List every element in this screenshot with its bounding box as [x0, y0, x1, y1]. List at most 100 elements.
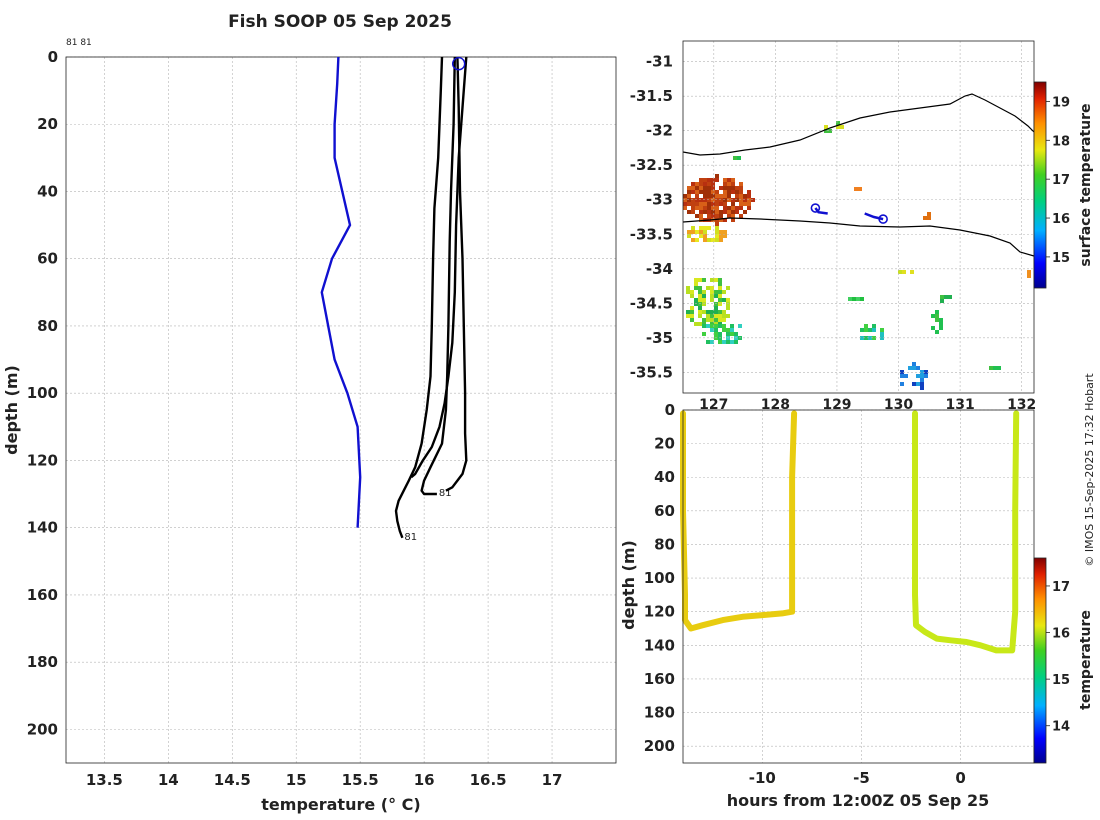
sst-cell — [739, 214, 743, 218]
sst-cell — [702, 290, 706, 294]
sst-cell — [710, 298, 714, 302]
sst-cell — [739, 190, 743, 194]
sst-cell — [944, 295, 948, 299]
sst-cell — [723, 218, 727, 222]
section-y-tick-label: 100 — [644, 569, 675, 587]
sst-cell — [707, 214, 711, 218]
sst-cell — [735, 186, 739, 190]
sst-cell — [687, 190, 691, 194]
map-y-tick-label: -35.5 — [630, 363, 673, 381]
section-trace — [912, 410, 1020, 654]
sst-cell — [703, 210, 707, 214]
profile-y-tick-label: 80 — [37, 317, 58, 335]
sst-cell — [718, 340, 722, 344]
sst-cell — [707, 238, 711, 242]
profile-x-tick-label: 16 — [414, 771, 435, 789]
sst-cell — [699, 234, 703, 238]
sst-cell — [719, 186, 723, 190]
sst-cell — [737, 156, 741, 160]
sst-cell — [727, 206, 731, 210]
sst-cell — [743, 202, 747, 206]
sst-cell — [824, 125, 828, 129]
sst-cell — [920, 386, 924, 390]
sst-cell — [880, 328, 884, 332]
sst-cell — [687, 202, 691, 206]
sst-cell — [854, 187, 858, 191]
sst-cell — [747, 190, 751, 194]
sst-cell — [702, 278, 706, 282]
sst-cell — [718, 310, 722, 314]
sst-cell — [731, 190, 735, 194]
sst-cell — [719, 230, 723, 234]
sst-cell — [734, 340, 738, 344]
sst-cell — [711, 210, 715, 214]
sst-cell — [718, 290, 722, 294]
sst-cell — [723, 230, 727, 234]
map-colorbar-label: surface temperature — [1078, 103, 1094, 266]
sst-cell — [691, 186, 695, 190]
sst-cell — [731, 178, 735, 182]
sst-cell — [707, 206, 711, 210]
sst-cell — [695, 238, 699, 242]
sst-cell — [695, 206, 699, 210]
sst-cell — [868, 328, 872, 332]
sst-cell — [715, 194, 719, 198]
sst-cell — [686, 314, 690, 318]
sst-cell — [703, 178, 707, 182]
sst-cell — [699, 190, 703, 194]
sst-cell — [699, 178, 703, 182]
sst-cell — [695, 194, 699, 198]
sst-cell — [706, 310, 710, 314]
sst-cell — [686, 290, 690, 294]
sst-cell — [699, 182, 703, 186]
sst-cell — [719, 238, 723, 242]
sst-cell — [714, 318, 718, 322]
sst-cell — [703, 206, 707, 210]
sst-cell — [904, 374, 908, 378]
sst-cell — [743, 194, 747, 198]
sst-cell — [703, 190, 707, 194]
section-x-tick-label: -10 — [749, 769, 776, 787]
sst-cell — [731, 186, 735, 190]
sst-cell — [707, 202, 711, 206]
sst-cell — [727, 194, 731, 198]
section-colorbar-tick-label: 15 — [1052, 673, 1070, 688]
sst-cell — [699, 186, 703, 190]
map-colorbar-frame — [1033, 81, 1047, 289]
sst-cell — [731, 218, 735, 222]
sst-cell — [699, 230, 703, 234]
sst-cell — [698, 314, 702, 318]
map-y-tick-label: -31.5 — [630, 87, 673, 105]
sst-cell — [735, 190, 739, 194]
sst-cell — [726, 328, 730, 332]
sst-cell — [924, 374, 928, 378]
profile-x-axis-label: temperature (° C) — [261, 795, 420, 814]
sst-cell — [727, 182, 731, 186]
sst-cell — [698, 302, 702, 306]
profile-y-ticks: 0 20 40 60 80 100 120 140 160 180 200 — [27, 48, 58, 738]
sst-cell — [695, 202, 699, 206]
sst-cell — [714, 290, 718, 294]
sst-cell — [860, 328, 864, 332]
sst-cell — [714, 314, 718, 318]
sst-cell — [900, 374, 904, 378]
sst-cell — [706, 340, 710, 344]
sst-cell — [856, 297, 860, 301]
sst-cell — [747, 194, 751, 198]
sst-cell — [695, 186, 699, 190]
sst-cell — [726, 298, 730, 302]
section-y-tick-label: 0 — [665, 401, 675, 419]
sst-cell — [718, 302, 722, 306]
sst-cell — [698, 306, 702, 310]
sst-cell — [738, 324, 742, 328]
sst-cell — [686, 286, 690, 290]
sst-cell — [691, 238, 695, 242]
sst-cell — [880, 336, 884, 340]
sst-cell — [707, 194, 711, 198]
profile-y-tick-label: 0 — [48, 48, 58, 66]
section-y-tick-label: 200 — [644, 737, 675, 755]
sst-cell — [948, 295, 952, 299]
sst-cell — [714, 302, 718, 306]
sst-cell — [747, 206, 751, 210]
